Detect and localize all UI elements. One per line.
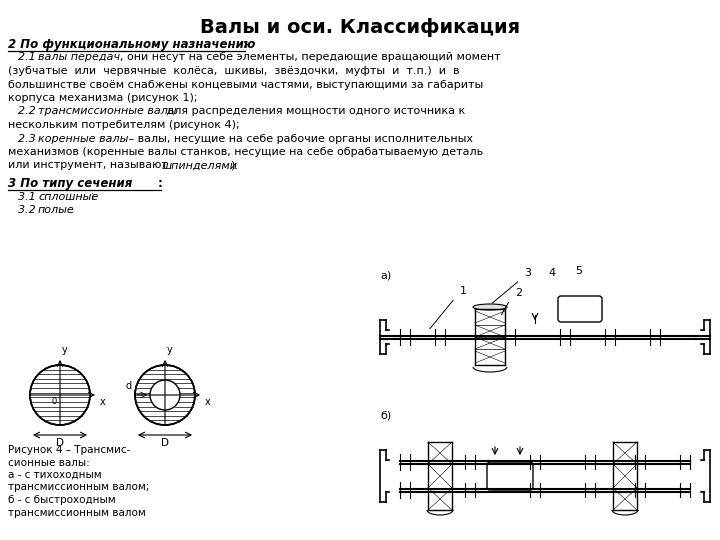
Text: :: : [158,177,163,190]
Text: .: . [71,205,75,215]
Text: 4: 4 [548,268,555,278]
Circle shape [150,380,180,410]
Text: 3.2: 3.2 [18,205,40,215]
Text: d: d [126,381,132,391]
Text: ;: ; [90,192,94,201]
Text: б): б) [380,410,391,420]
Text: x: x [100,397,106,407]
Text: а): а) [380,270,391,280]
Text: 2 По функциональному назначению: 2 По функциональному назначению [8,38,256,51]
Text: полые: полые [38,205,75,215]
Text: нескольким потребителям (рисунок 4);: нескольким потребителям (рисунок 4); [8,120,240,130]
Ellipse shape [473,304,507,310]
Text: Рисунок 4 – Трансмис-: Рисунок 4 – Трансмис- [8,445,130,455]
Text: 2: 2 [515,288,522,298]
Text: 0: 0 [52,397,57,406]
Text: 5: 5 [575,266,582,276]
Text: трансмиссионные валы: трансмиссионные валы [38,106,176,117]
Text: 3.1: 3.1 [18,192,40,201]
Text: механизмов (коренные валы станков, несущие на себе обрабатываемую деталь: механизмов (коренные валы станков, несущ… [8,147,483,157]
Text: сионные валы:: сионные валы: [8,457,90,468]
Text: – валы, несущие на себе рабочие органы исполнительных: – валы, несущие на себе рабочие органы и… [125,133,473,144]
Text: сплошные: сплошные [38,192,98,201]
Text: y: y [167,345,173,355]
Text: 0: 0 [157,397,162,406]
Text: 1: 1 [460,286,467,296]
Text: для распределения мощности одного источника к: для распределения мощности одного источн… [163,106,465,117]
Text: 2.2: 2.2 [18,106,40,117]
Text: трансмиссионным валом: трансмиссионным валом [8,508,145,517]
Text: шпинделями: шпинделями [162,160,238,171]
Text: корпуса механизма (рисунок 1);: корпуса механизма (рисунок 1); [8,93,197,103]
Text: (зубчатые  или  червячные  колёса,  шкивы,  звёздочки,  муфты  и  т.п.)  и  в: (зубчатые или червячные колёса, шкивы, з… [8,66,459,76]
Text: ).: ). [230,160,238,171]
Text: , они несут на себе элементы, передающие вращающий момент: , они несут на себе элементы, передающие… [120,52,500,63]
Text: трансмиссионным валом;: трансмиссионным валом; [8,483,149,492]
Text: x: x [205,397,211,407]
Text: 3 По типу сечения: 3 По типу сечения [8,177,132,190]
Text: y: y [62,345,68,355]
Text: :: : [243,38,248,51]
Text: Валы и оси. Классификация: Валы и оси. Классификация [200,18,520,37]
Text: 2.3: 2.3 [18,133,40,144]
Text: валы передач: валы передач [38,52,120,63]
Text: D: D [161,438,169,448]
Circle shape [135,365,195,425]
Text: коренные валы: коренные валы [38,133,128,144]
Circle shape [30,365,90,425]
Text: D: D [56,438,64,448]
Text: а - с тихоходным: а - с тихоходным [8,470,102,480]
Text: или инструмент, называют: или инструмент, называют [8,160,171,171]
Text: большинстве своём снабжены концевыми частями, выступающими за габариты: большинстве своём снабжены концевыми час… [8,79,483,90]
Text: 3: 3 [524,268,531,278]
Text: б - с быстроходным: б - с быстроходным [8,495,116,505]
Text: 2.1: 2.1 [18,52,40,63]
